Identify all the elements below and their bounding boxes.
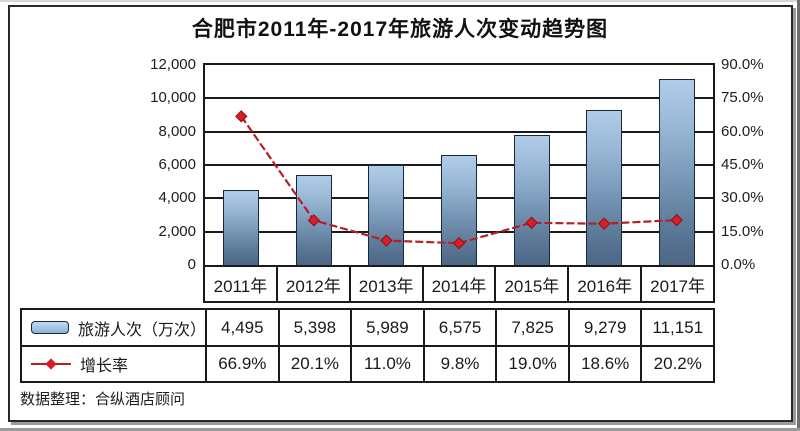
- bar-2015年: [513, 134, 550, 265]
- right-axis-tick: 90.0%: [721, 56, 764, 73]
- gridline: [205, 97, 713, 100]
- page-edge-top: [0, 0, 800, 2]
- year-cell-2017: 2017年: [640, 267, 713, 301]
- table-row-growth: 增长率 66.9% 20.1% 11.0% 9.8% 19.0% 18.6% 20.2%: [22, 345, 713, 381]
- page-edge-bottom: [0, 428, 800, 431]
- bar-2017年: [658, 79, 695, 265]
- legend-cell-visits: 旅游人次（万次）: [22, 310, 207, 345]
- left-axis-tick: 6,000: [158, 156, 196, 173]
- left-axis-tick: 0: [187, 256, 196, 273]
- left-axis-tick: 4,000: [158, 189, 196, 207]
- growth-value-2014: 9.8%: [422, 347, 496, 381]
- right-axis-tick: 0.0%: [721, 256, 756, 273]
- left-axis-tick: 10,000: [150, 89, 196, 107]
- data-table: 旅游人次（万次） 4,495 5,398 5,989 6,575 7,825 9,279 1…: [20, 308, 715, 383]
- right-axis-tick: 45.0%: [721, 156, 764, 173]
- legend-cell-growth: 增长率: [22, 347, 205, 381]
- left-axis-tick: 8,000: [158, 122, 196, 140]
- growth-value-2013: 11.0%: [350, 347, 423, 381]
- year-cell-2015: 2015年: [494, 267, 567, 301]
- chart-title: 合肥市2011年-2017年旅游人次变动趋势图: [191, 18, 609, 41]
- growth-value-2016: 18.6%: [567, 347, 641, 381]
- visits-value-2015: 7,825: [495, 310, 568, 345]
- source-note: 数据整理：合纵酒店顾问: [20, 391, 186, 408]
- page-edge-right: [797, 0, 800, 431]
- year-cell-2013: 2013年: [348, 267, 422, 301]
- left-axis-tick: 12,000: [150, 56, 196, 73]
- right-axis-tick: 15.0%: [721, 222, 764, 240]
- bar-2012年: [295, 175, 332, 265]
- visits-value-2016: 9,279: [567, 310, 641, 345]
- growth-value-2011: 66.9%: [205, 347, 278, 381]
- x-axis-category-row: 2011年 2012年 2013年 2014年 2015年 2016年 2017年: [203, 265, 715, 303]
- year-cell-2012: 2012年: [275, 267, 349, 301]
- bar-series-legend-icon: [31, 321, 69, 334]
- line-series-legend-icon: [31, 358, 71, 370]
- visits-value-2012: 5,398: [277, 310, 351, 345]
- bar-series-label: 旅游人次（万次）: [78, 321, 207, 339]
- visits-value-2011: 4,495: [205, 310, 278, 345]
- growth-value-2017: 20.2%: [640, 347, 713, 381]
- plot-area: [203, 63, 715, 267]
- right-axis-tick: 60.0%: [721, 122, 764, 140]
- growth-marker-2011年: [235, 110, 248, 123]
- growth-value-2012: 20.1%: [277, 347, 351, 381]
- left-axis-tick: 2,000: [158, 222, 196, 240]
- bar-2014年: [441, 155, 477, 265]
- right-axis-tick: 30.0%: [721, 189, 764, 207]
- bar-2016年: [586, 110, 623, 265]
- visits-value-2014: 6,575: [422, 310, 496, 345]
- year-cell-2011: 2011年: [213, 276, 268, 296]
- bar-2013年: [368, 165, 405, 265]
- visits-value-2013: 5,989: [350, 310, 423, 345]
- right-axis-tick: 75.0%: [721, 89, 764, 107]
- year-cell-2014: 2014年: [421, 267, 495, 301]
- year-cell-2016: 2016年: [567, 267, 640, 301]
- growth-value-2015: 19.0%: [495, 347, 568, 381]
- gridline: [205, 130, 713, 133]
- growth-marker-icon: [45, 358, 57, 370]
- line-series-label: 增长率: [80, 358, 129, 375]
- bar-2011年: [223, 190, 260, 265]
- visits-value-2017: 11,151: [640, 310, 713, 345]
- table-row-visits: 旅游人次（万次） 4,495 5,398 5,989 6,575 7,825 9,279 1…: [22, 310, 713, 345]
